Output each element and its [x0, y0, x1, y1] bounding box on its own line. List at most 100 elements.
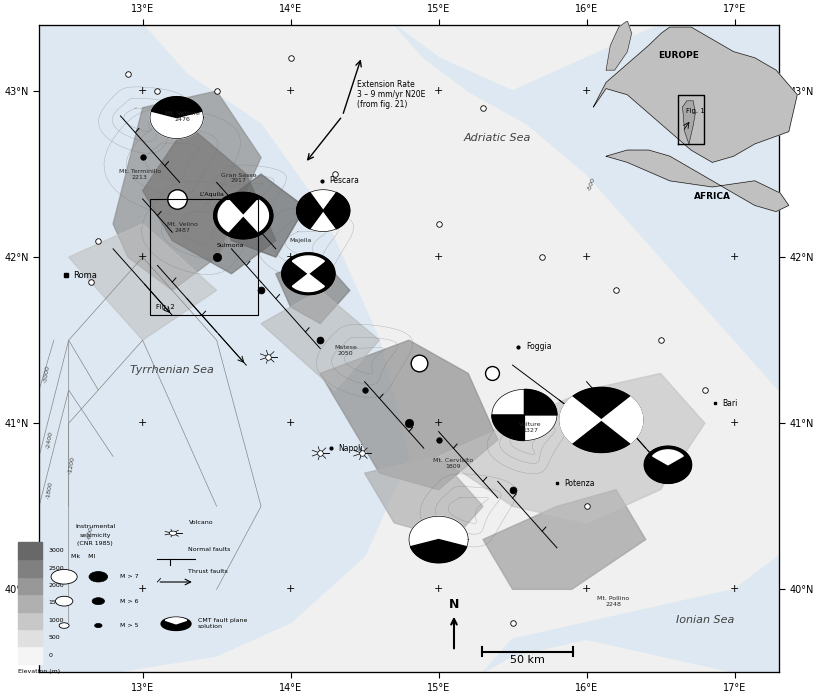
Point: [402, 418, 416, 429]
Polygon shape: [593, 27, 798, 162]
Polygon shape: [297, 190, 350, 231]
Text: Majella: Majella: [290, 238, 312, 243]
Text: CMT fault plane
solution: CMT fault plane solution: [198, 618, 247, 629]
Text: Ionian Sea: Ionian Sea: [676, 615, 734, 625]
Polygon shape: [601, 397, 643, 443]
Text: 1500: 1500: [48, 600, 64, 606]
Polygon shape: [323, 192, 350, 229]
Text: Roma: Roma: [73, 271, 97, 280]
Polygon shape: [492, 415, 524, 441]
Text: +: +: [434, 86, 443, 96]
Circle shape: [51, 569, 77, 584]
Point: [284, 52, 297, 63]
Point: [609, 285, 622, 296]
Text: -3000: -3000: [43, 365, 51, 383]
Circle shape: [95, 623, 102, 627]
Text: 0: 0: [48, 652, 52, 658]
Point: [170, 194, 183, 205]
Point: [358, 385, 371, 396]
Circle shape: [169, 531, 177, 535]
Point: [580, 500, 593, 512]
Point: [210, 252, 223, 263]
Polygon shape: [483, 556, 779, 673]
Text: +: +: [286, 252, 295, 262]
Text: +: +: [138, 584, 147, 595]
Text: -1800: -1800: [46, 481, 53, 499]
Text: +: +: [434, 418, 443, 428]
Polygon shape: [150, 97, 204, 139]
Text: +: +: [582, 418, 591, 428]
Point: [432, 218, 445, 229]
Point: [355, 447, 368, 459]
Polygon shape: [483, 490, 645, 590]
Polygon shape: [606, 150, 789, 212]
Point: [254, 285, 267, 296]
Point: [485, 368, 498, 379]
Text: Fig. 2: Fig. 2: [156, 304, 175, 309]
Polygon shape: [281, 253, 335, 295]
Polygon shape: [292, 256, 325, 274]
Text: +: +: [138, 252, 147, 262]
Text: M > 5: M > 5: [120, 623, 138, 628]
Text: +: +: [582, 86, 591, 96]
Text: +: +: [286, 418, 295, 428]
Bar: [150, 199, 258, 315]
Text: +: +: [286, 86, 295, 96]
Text: Adriatic Sea: Adriatic Sea: [464, 133, 532, 143]
Text: +: +: [582, 584, 591, 595]
Text: Mt. Velino
2487: Mt. Velino 2487: [167, 222, 198, 233]
Text: 3000: 3000: [48, 548, 65, 553]
Point: [329, 169, 342, 180]
Polygon shape: [653, 450, 683, 465]
Polygon shape: [69, 224, 217, 340]
Text: Mt. Vettore
2476: Mt. Vettore 2476: [165, 111, 200, 122]
Polygon shape: [524, 390, 557, 415]
Bar: [17, 647, 43, 664]
Polygon shape: [645, 446, 691, 484]
Text: -1200: -1200: [68, 456, 75, 474]
Point: [432, 434, 445, 445]
Text: Normal faults: Normal faults: [188, 546, 231, 551]
Polygon shape: [438, 374, 705, 523]
Text: N: N: [449, 598, 459, 611]
Polygon shape: [113, 91, 261, 291]
Bar: [17, 594, 43, 612]
Text: +: +: [434, 584, 443, 595]
Bar: [17, 542, 43, 559]
Polygon shape: [320, 340, 498, 490]
Point: [210, 86, 223, 97]
Circle shape: [59, 623, 69, 629]
Text: Mk    MI: Mk MI: [70, 553, 95, 558]
Polygon shape: [142, 124, 276, 274]
Text: AFRICA: AFRICA: [694, 192, 730, 201]
Polygon shape: [292, 274, 325, 291]
Polygon shape: [151, 97, 202, 118]
Text: +: +: [730, 252, 739, 262]
Text: Sulmona: Sulmona: [217, 243, 244, 248]
Circle shape: [56, 597, 73, 606]
Text: Extension Rate
3 – 9 mm/yr N20E
(from fig. 21): Extension Rate 3 – 9 mm/yr N20E (from fi…: [357, 79, 425, 109]
Text: seismicity: seismicity: [79, 533, 111, 537]
Text: (CNR 1985): (CNR 1985): [78, 542, 113, 546]
Polygon shape: [394, 24, 779, 390]
Polygon shape: [243, 199, 268, 231]
Point: [476, 102, 489, 113]
Circle shape: [92, 598, 105, 604]
Text: Fig. 1: Fig. 1: [685, 108, 705, 114]
Polygon shape: [297, 192, 323, 229]
Polygon shape: [606, 21, 631, 70]
Polygon shape: [39, 24, 409, 673]
Polygon shape: [560, 397, 601, 443]
Text: -2400: -2400: [46, 431, 53, 449]
Text: EUROPE: EUROPE: [658, 51, 699, 60]
Text: 500: 500: [48, 635, 61, 641]
Text: 2000: 2000: [48, 583, 65, 588]
Text: +: +: [730, 584, 739, 595]
Polygon shape: [217, 174, 305, 257]
Text: 2500: 2500: [48, 565, 65, 571]
Polygon shape: [411, 539, 467, 562]
Point: [136, 152, 149, 163]
Point: [151, 86, 164, 97]
Polygon shape: [218, 199, 243, 231]
Text: L'Aquila: L'Aquila: [199, 192, 224, 197]
